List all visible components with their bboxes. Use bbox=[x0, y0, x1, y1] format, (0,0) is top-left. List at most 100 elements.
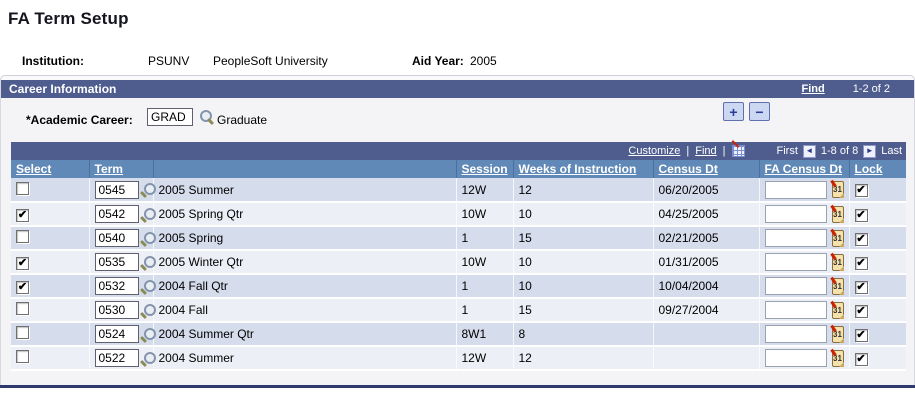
grid-next-button[interactable]: ► bbox=[863, 144, 877, 158]
term-description-cell: 2004 Fall bbox=[152, 298, 456, 323]
session-cell: 10W bbox=[455, 202, 513, 227]
column-header-label[interactable]: Term bbox=[94, 162, 123, 176]
grid-prev-button[interactable]: ◄ bbox=[802, 144, 816, 158]
select-checkbox[interactable]: ✔ bbox=[16, 256, 29, 270]
term-lookup-icon[interactable] bbox=[143, 351, 156, 366]
term-input[interactable] bbox=[94, 325, 139, 343]
calendar-icon[interactable]: 31 bbox=[831, 253, 844, 271]
column-header-label[interactable]: Session bbox=[461, 162, 508, 176]
term-table: Select Term Session Weeks of Instruction Cen… bbox=[11, 160, 906, 371]
term-lookup-icon[interactable] bbox=[143, 279, 156, 294]
select-checkbox[interactable] bbox=[16, 302, 29, 315]
session-cell: 12W bbox=[455, 178, 513, 203]
grid-toolbar: Customize | Find | First ◄ 1-8 of 8 ► La… bbox=[11, 142, 906, 160]
term-lookup-icon[interactable] bbox=[143, 327, 156, 342]
fa-census-dt-input[interactable] bbox=[764, 349, 827, 367]
lock-cell: ✔ bbox=[848, 298, 906, 323]
download-to-excel-icon[interactable] bbox=[731, 145, 745, 157]
select-checkbox[interactable] bbox=[16, 181, 29, 195]
fa-census-dt-cell: 31 bbox=[758, 274, 849, 299]
term-lookup-icon[interactable] bbox=[143, 207, 156, 222]
term-input[interactable] bbox=[94, 229, 139, 247]
column-header-lock[interactable]: Lock bbox=[848, 160, 906, 178]
select-checkbox[interactable]: ✔ bbox=[16, 208, 29, 222]
term-grid: Customize | Find | First ◄ 1-8 of 8 ► La… bbox=[11, 142, 906, 371]
grid-find-link[interactable]: Find bbox=[695, 145, 717, 157]
fa-census-dt-input[interactable] bbox=[764, 229, 827, 247]
column-header-session[interactable]: Session bbox=[455, 160, 513, 178]
grid-customize-link[interactable]: Customize bbox=[628, 145, 681, 157]
term-input[interactable] bbox=[94, 205, 139, 223]
column-header-select[interactable]: Select bbox=[11, 160, 89, 178]
fa-census-dt-input[interactable] bbox=[764, 253, 827, 271]
page-bottom-divider bbox=[0, 385, 915, 388]
calendar-icon[interactable]: 31 bbox=[831, 349, 844, 367]
column-header-census-dt[interactable]: Census Dt bbox=[652, 160, 759, 178]
column-header-label[interactable]: Select bbox=[16, 162, 52, 176]
term-description-cell: 2005 Summer bbox=[152, 178, 456, 203]
career-information-title: Career Information bbox=[9, 82, 117, 96]
lock-cell: ✔ bbox=[848, 202, 906, 227]
calendar-icon[interactable]: 31 bbox=[831, 325, 844, 343]
fa-census-dt-input[interactable] bbox=[764, 325, 827, 343]
grid-last-label[interactable]: Last bbox=[881, 145, 902, 157]
select-checkbox[interactable] bbox=[16, 326, 29, 339]
term-lookup-icon[interactable] bbox=[143, 303, 156, 318]
column-header-label[interactable]: Weeks of Instruction bbox=[518, 162, 637, 176]
session-cell: 1 bbox=[455, 226, 513, 251]
calendar-icon[interactable]: 31 bbox=[831, 301, 844, 319]
fa-census-dt-input[interactable] bbox=[764, 301, 827, 319]
term-lookup-icon[interactable] bbox=[143, 255, 156, 270]
select-cell: ✔ bbox=[11, 274, 89, 299]
calendar-icon[interactable]: 31 bbox=[831, 181, 844, 198]
census-dt-cell: 09/27/2004 bbox=[652, 298, 759, 323]
census-dt-cell: 04/25/2005 bbox=[652, 202, 759, 227]
delete-row-button[interactable]: − bbox=[749, 102, 770, 121]
term-input[interactable] bbox=[94, 349, 139, 367]
term-input[interactable] bbox=[94, 253, 139, 271]
term-input[interactable] bbox=[94, 301, 139, 319]
fa-census-dt-cell: 31 bbox=[758, 226, 849, 251]
add-row-button[interactable]: + bbox=[723, 102, 744, 121]
column-header-weeks-of-instruction[interactable]: Weeks of Instruction bbox=[512, 160, 653, 178]
calendar-icon[interactable]: 31 bbox=[831, 277, 844, 295]
institution-name: PeopleSoft University bbox=[213, 54, 328, 68]
page-title: FA Term Setup bbox=[8, 9, 129, 28]
column-header-term[interactable]: Term bbox=[88, 160, 153, 178]
lock-checkbox[interactable]: ✔ bbox=[854, 352, 868, 366]
career-content-area: *Academic Career: Graduate + − bbox=[1, 98, 914, 142]
grid-first-label[interactable]: First bbox=[776, 145, 798, 157]
header-info-row: Institution: PSUNV PeopleSoft University… bbox=[0, 51, 915, 71]
lock-checkbox[interactable]: ✔ bbox=[854, 232, 868, 246]
lock-checkbox[interactable]: ✔ bbox=[854, 280, 868, 294]
select-checkbox[interactable] bbox=[16, 230, 29, 243]
select-checkbox[interactable] bbox=[16, 350, 29, 363]
career-find-link[interactable]: Find bbox=[801, 83, 825, 95]
term-lookup-icon[interactable] bbox=[143, 231, 156, 246]
column-header-fa-census-dt[interactable]: FA Census Dt bbox=[758, 160, 849, 178]
fa-census-dt-input[interactable] bbox=[764, 180, 827, 199]
term-input[interactable] bbox=[94, 277, 139, 295]
fa-census-dt-input[interactable] bbox=[764, 277, 827, 295]
lock-checkbox[interactable]: ✔ bbox=[854, 208, 868, 222]
lock-checkbox[interactable]: ✔ bbox=[854, 304, 868, 318]
column-header-label[interactable]: Census Dt bbox=[658, 162, 718, 176]
select-cell bbox=[11, 226, 89, 251]
fa-census-dt-input[interactable] bbox=[764, 205, 827, 223]
term-lookup-icon[interactable] bbox=[143, 182, 156, 197]
lock-checkbox[interactable]: ✔ bbox=[854, 328, 868, 342]
column-header-label[interactable]: FA Census Dt bbox=[764, 162, 843, 176]
term-input[interactable] bbox=[94, 180, 139, 199]
lock-checkbox[interactable]: ✔ bbox=[854, 184, 868, 197]
academic-career-lookup-icon[interactable] bbox=[199, 109, 215, 124]
calendar-icon[interactable]: 31 bbox=[831, 229, 844, 247]
select-cell: ✔ bbox=[11, 250, 89, 275]
lock-checkbox[interactable]: ✔ bbox=[854, 256, 868, 270]
census-dt-cell: 02/21/2005 bbox=[652, 226, 759, 251]
column-header-label[interactable]: Lock bbox=[854, 162, 883, 176]
academic-career-input[interactable] bbox=[147, 108, 193, 126]
calendar-icon[interactable]: 31 bbox=[831, 205, 844, 223]
select-checkbox[interactable]: ✔ bbox=[16, 280, 29, 294]
census-dt-cell: 10/04/2004 bbox=[652, 274, 759, 299]
